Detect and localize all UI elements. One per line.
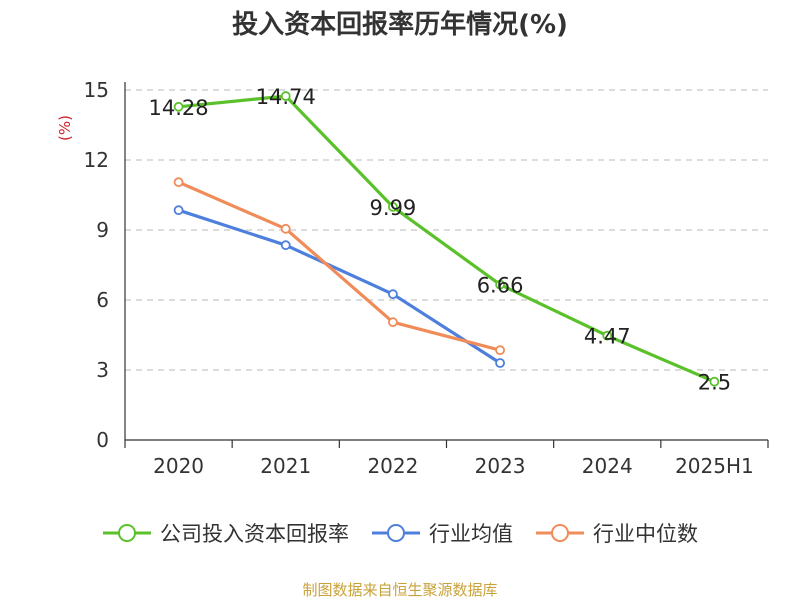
legend-item[interactable]: 行业均值 — [371, 518, 513, 548]
y-tick-label: 9 — [96, 218, 109, 242]
legend-item[interactable]: 公司投入资本回报率 — [102, 518, 349, 548]
data-point — [388, 201, 398, 212]
legend-item[interactable]: 行业中位数 — [535, 518, 698, 548]
x-tick-label: 2024 — [582, 454, 633, 478]
y-tick-label: 3 — [96, 358, 109, 382]
data-point — [280, 223, 291, 234]
x-tick-label: 2020 — [153, 454, 204, 478]
data-point — [173, 205, 184, 216]
legend-label: 行业均值 — [429, 522, 513, 546]
data-point — [495, 345, 505, 356]
data-point — [173, 177, 184, 188]
data-point — [280, 91, 291, 101]
data-point — [602, 330, 613, 341]
legend-swatch-marker — [551, 524, 569, 542]
data-point — [388, 317, 398, 328]
y-axis-title: (%) — [56, 115, 74, 141]
legend-label: 行业中位数 — [593, 522, 698, 546]
data-label: 14.74 — [256, 85, 316, 109]
chart-title: 投入资本回报率历年情况(%) — [232, 10, 568, 40]
y-tick-label: 0 — [96, 428, 109, 452]
legend: 公司投入资本回报率 行业均值 行业中位数 — [0, 518, 800, 548]
data-point — [173, 101, 184, 112]
series-line — [176, 180, 502, 352]
legend-swatch-icon — [372, 524, 420, 542]
data-point — [280, 240, 291, 251]
y-tick-label: 6 — [96, 288, 109, 312]
source-note: 制图数据来自恒生聚源数据库 — [302, 581, 498, 599]
y-tick-label: 12 — [84, 148, 109, 172]
legend-swatch-marker — [387, 524, 405, 542]
series-line — [176, 208, 502, 365]
data-point — [495, 358, 505, 368]
data-point — [388, 289, 398, 300]
legend-label: 公司投入资本回报率 — [160, 522, 349, 546]
x-tick-label: 2021 — [260, 454, 311, 478]
data-label: 14.28 — [149, 96, 209, 120]
x-tick-label: 2023 — [475, 454, 526, 478]
data-label: 4.47 — [584, 325, 631, 349]
data-point — [495, 279, 505, 290]
x-tick-label: 2025H1 — [675, 454, 754, 478]
legend-swatch-icon — [103, 524, 151, 542]
data-label: 2.5 — [698, 371, 731, 395]
y-tick-label: 15 — [84, 78, 109, 102]
data-point — [709, 376, 720, 387]
x-tick-label: 2022 — [367, 454, 418, 478]
legend-swatch-marker — [118, 524, 136, 542]
legend-swatch-icon — [536, 524, 584, 542]
data-label: 9.99 — [370, 196, 417, 220]
data-label: 6.66 — [477, 274, 524, 298]
series-line — [176, 94, 717, 384]
